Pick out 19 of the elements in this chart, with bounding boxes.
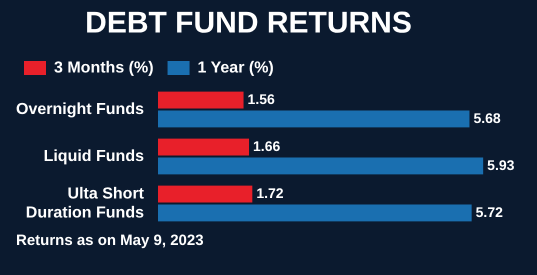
data-label: 1.56	[248, 90, 275, 107]
y-tick-label: Overnight Funds	[16, 100, 144, 118]
bar	[158, 157, 484, 174]
data-label: 5.93	[487, 156, 515, 173]
data-label: 5.68	[473, 110, 501, 126]
bar	[158, 92, 244, 109]
y-tick-label: Liquid Funds	[44, 148, 144, 165]
text: Returns as on May 9, 2023	[16, 232, 204, 249]
data-label: 5.72	[476, 204, 504, 220]
chart-title: DEBT FUND RETURNS	[85, 6, 412, 40]
bar	[158, 186, 252, 203]
bar	[158, 204, 472, 222]
bar	[158, 110, 470, 128]
legend-label: 1 Year (%)	[198, 59, 274, 76]
data-label: 1.66	[253, 138, 280, 154]
bar	[158, 138, 250, 156]
data-label: 1.72	[256, 184, 284, 201]
y-tick-label: Ulta Short Duration Funds	[26, 185, 145, 222]
legend-label: 3 Months (%)	[54, 59, 154, 76]
